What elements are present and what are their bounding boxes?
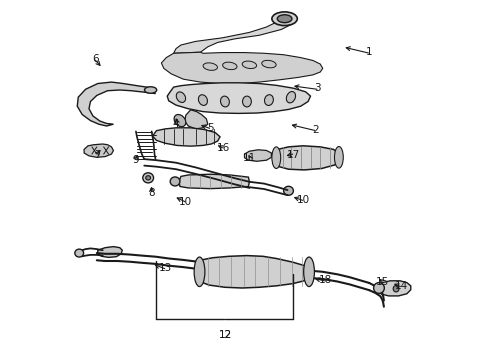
Ellipse shape (174, 114, 185, 127)
Text: 2: 2 (311, 125, 318, 135)
Polygon shape (152, 128, 220, 146)
Ellipse shape (334, 147, 343, 168)
Text: 11: 11 (242, 153, 256, 163)
Text: 8: 8 (148, 188, 155, 198)
Ellipse shape (142, 173, 153, 183)
Text: 10: 10 (296, 195, 309, 205)
Text: 16: 16 (216, 143, 229, 153)
Ellipse shape (198, 95, 207, 105)
Text: 3: 3 (314, 83, 321, 93)
Text: 18: 18 (318, 275, 331, 285)
Ellipse shape (145, 176, 150, 180)
Ellipse shape (373, 283, 384, 293)
Ellipse shape (75, 249, 83, 257)
Polygon shape (272, 146, 339, 170)
Ellipse shape (392, 285, 398, 292)
Polygon shape (161, 52, 322, 84)
Text: 10: 10 (179, 197, 192, 207)
Text: 4: 4 (172, 119, 179, 129)
Ellipse shape (242, 61, 256, 68)
Text: 12: 12 (218, 330, 231, 340)
Polygon shape (173, 19, 295, 53)
Polygon shape (378, 281, 410, 296)
Text: 1: 1 (365, 47, 372, 57)
Ellipse shape (203, 63, 217, 70)
Ellipse shape (264, 95, 273, 105)
Ellipse shape (303, 257, 314, 287)
Ellipse shape (283, 186, 293, 195)
Ellipse shape (194, 257, 204, 287)
Polygon shape (167, 83, 310, 113)
Polygon shape (84, 144, 113, 157)
Polygon shape (195, 256, 311, 288)
Text: 15: 15 (375, 276, 388, 287)
Text: 7: 7 (94, 150, 101, 160)
Text: 14: 14 (393, 281, 407, 291)
Polygon shape (244, 150, 271, 161)
Ellipse shape (222, 62, 237, 69)
Text: 17: 17 (286, 150, 300, 160)
Ellipse shape (277, 15, 291, 23)
Text: 6: 6 (92, 54, 99, 64)
Polygon shape (179, 174, 249, 189)
Ellipse shape (242, 96, 251, 107)
Polygon shape (98, 247, 122, 257)
Text: 9: 9 (132, 155, 139, 165)
Polygon shape (77, 82, 155, 126)
Ellipse shape (170, 177, 180, 186)
Ellipse shape (271, 147, 280, 168)
Ellipse shape (271, 12, 297, 26)
Ellipse shape (176, 92, 185, 103)
Text: 5: 5 (206, 123, 213, 133)
Ellipse shape (220, 96, 229, 107)
Ellipse shape (144, 87, 156, 93)
Text: 13: 13 (158, 263, 172, 273)
Ellipse shape (286, 91, 295, 103)
Text: 12: 12 (218, 330, 231, 340)
Polygon shape (184, 110, 207, 129)
Ellipse shape (261, 60, 276, 68)
